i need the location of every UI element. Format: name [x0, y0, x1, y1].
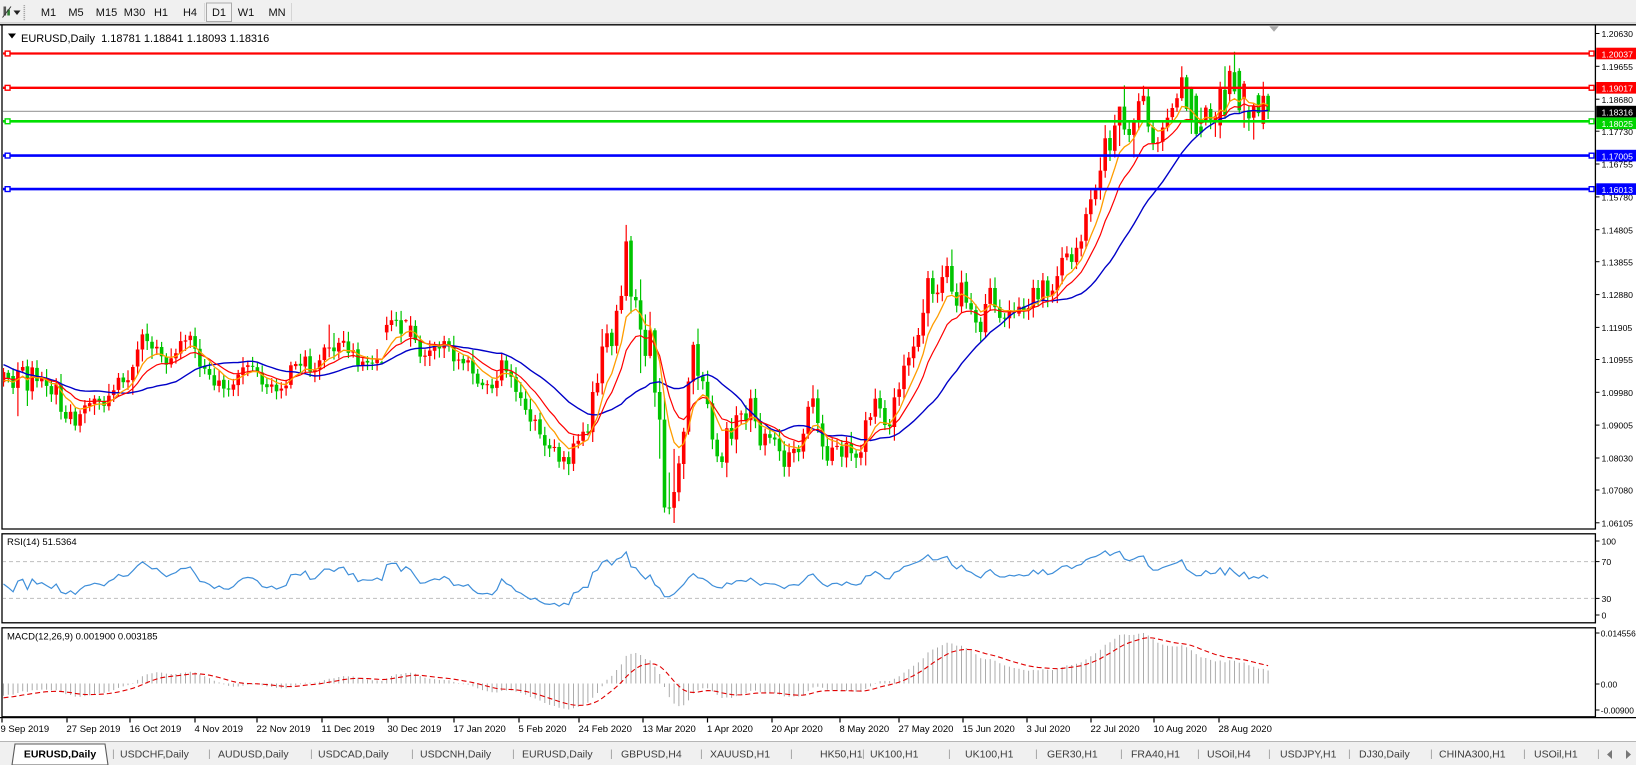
svg-text:27 May 2020: 27 May 2020	[899, 724, 954, 735]
svg-text:|: |	[790, 748, 793, 760]
svg-text:|: |	[1197, 748, 1200, 760]
svg-text:1.13855: 1.13855	[1602, 257, 1634, 267]
svg-text:CHINA300,H1: CHINA300,H1	[1439, 749, 1506, 761]
svg-text:0: 0	[1602, 611, 1607, 621]
svg-text:16 Oct 2019: 16 Oct 2019	[130, 724, 182, 735]
svg-text:1 Apr 2020: 1 Apr 2020	[707, 724, 753, 735]
svg-text:|: |	[411, 748, 414, 760]
svg-text:H1: H1	[154, 7, 168, 19]
svg-text:HK50,H1: HK50,H1	[820, 749, 863, 761]
svg-text:1.06105: 1.06105	[1602, 518, 1634, 528]
svg-text:UK100,H1: UK100,H1	[870, 749, 919, 761]
svg-text:8 May 2020: 8 May 2020	[840, 724, 890, 735]
svg-text:UK100,H1: UK100,H1	[965, 749, 1014, 761]
svg-text:GER30,H1: GER30,H1	[1047, 749, 1098, 761]
svg-text:USDCHF,Daily: USDCHF,Daily	[120, 749, 190, 761]
svg-text:1.10955: 1.10955	[1602, 355, 1634, 365]
svg-text:USOil,H1: USOil,H1	[1534, 749, 1578, 761]
svg-text:|: |	[700, 748, 703, 760]
svg-text:1.20037: 1.20037	[1602, 49, 1634, 59]
svg-text:USOil,H4: USOil,H4	[1207, 749, 1251, 761]
svg-text:|: |	[208, 748, 211, 760]
svg-text:4 Nov 2019: 4 Nov 2019	[195, 724, 244, 735]
svg-text:|: |	[610, 748, 613, 760]
svg-text:|: |	[310, 748, 313, 760]
svg-text:DJ30,Daily: DJ30,Daily	[1359, 749, 1411, 761]
svg-text:|: |	[1268, 748, 1271, 760]
svg-text:M1: M1	[41, 7, 56, 19]
svg-text:EURUSD,Daily: EURUSD,Daily	[24, 749, 97, 761]
svg-text:30: 30	[1602, 594, 1612, 604]
svg-text:FRA40,H1: FRA40,H1	[1131, 749, 1180, 761]
svg-text:1.18316: 1.18316	[1602, 108, 1634, 118]
svg-text:D1: D1	[212, 7, 226, 19]
svg-text:XAUUSD,H1: XAUUSD,H1	[710, 749, 770, 761]
svg-text:EURUSD,Daily: EURUSD,Daily	[522, 749, 593, 761]
svg-text:28 Aug 2020: 28 Aug 2020	[1219, 724, 1272, 735]
svg-text:|: |	[112, 748, 115, 760]
svg-text:EURUSD,Daily 1.18781 1.18841: EURUSD,Daily 1.18781 1.18841 1.18093 1.1…	[21, 33, 269, 45]
svg-text:1.15780: 1.15780	[1602, 193, 1634, 203]
svg-text:15 Jun 2020: 15 Jun 2020	[963, 724, 1015, 735]
svg-text:1.16013: 1.16013	[1602, 185, 1634, 195]
svg-text:H4: H4	[183, 7, 197, 19]
svg-text:1.09980: 1.09980	[1602, 388, 1634, 398]
svg-text:|: |	[1035, 748, 1038, 760]
svg-text:MACD(12,26,9) 0.001900 0.00318: MACD(12,26,9) 0.001900 0.003185	[7, 632, 158, 643]
svg-text:3 Jul 2020: 3 Jul 2020	[1027, 724, 1071, 735]
svg-text:|: |	[862, 748, 865, 760]
svg-text:11 Dec 2019: 11 Dec 2019	[322, 724, 375, 735]
svg-text:17 Jan 2020: 17 Jan 2020	[454, 724, 506, 735]
svg-text:MN: MN	[268, 7, 285, 19]
svg-text:USDCNH,Daily: USDCNH,Daily	[420, 749, 492, 761]
svg-text:13 Mar 2020: 13 Mar 2020	[643, 724, 696, 735]
svg-text:1.19655: 1.19655	[1602, 62, 1634, 72]
svg-text:70: 70	[1602, 557, 1612, 567]
svg-text:1.17730: 1.17730	[1602, 127, 1634, 137]
svg-text:AUDUSD,Daily: AUDUSD,Daily	[218, 749, 289, 761]
svg-text:M30: M30	[124, 7, 145, 19]
svg-text:1.18680: 1.18680	[1602, 95, 1634, 105]
svg-text:RSI(14) 51.5364: RSI(14) 51.5364	[7, 537, 77, 548]
svg-text:M5: M5	[68, 7, 83, 19]
svg-text:|: |	[1348, 748, 1351, 760]
svg-text:20 Apr 2020: 20 Apr 2020	[772, 724, 823, 735]
svg-text:1.16755: 1.16755	[1602, 160, 1634, 170]
svg-text:1.12880: 1.12880	[1602, 290, 1634, 300]
svg-text:22 Jul 2020: 22 Jul 2020	[1091, 724, 1140, 735]
svg-text:1.14805: 1.14805	[1602, 225, 1634, 235]
svg-text:|: |	[1597, 748, 1600, 760]
svg-text:24 Feb 2020: 24 Feb 2020	[579, 724, 632, 735]
svg-text:30 Dec 2019: 30 Dec 2019	[388, 724, 442, 735]
svg-text:1.19017: 1.19017	[1602, 84, 1634, 94]
svg-text:USDJPY,H1: USDJPY,H1	[1280, 749, 1337, 761]
svg-text:|: |	[1523, 748, 1526, 760]
svg-text:USDCAD,Daily: USDCAD,Daily	[318, 749, 389, 761]
svg-text:22 Nov 2019: 22 Nov 2019	[257, 724, 311, 735]
svg-text:0.014556: 0.014556	[1601, 629, 1636, 639]
svg-text:M15: M15	[96, 7, 117, 19]
svg-text:0.00: 0.00	[1601, 680, 1618, 690]
svg-text:|: |	[948, 748, 951, 760]
svg-text:1.17005: 1.17005	[1602, 152, 1634, 162]
svg-text:1.08030: 1.08030	[1602, 454, 1634, 464]
svg-text:1.11905: 1.11905	[1602, 323, 1633, 333]
svg-text:1.09005: 1.09005	[1602, 421, 1634, 431]
svg-text:5 Feb 2020: 5 Feb 2020	[519, 724, 567, 735]
svg-text:GBPUSD,H4: GBPUSD,H4	[621, 749, 682, 761]
svg-text:10 Aug 2020: 10 Aug 2020	[1154, 724, 1207, 735]
svg-text:27 Sep 2019: 27 Sep 2019	[67, 724, 121, 735]
svg-text:1.07080: 1.07080	[1602, 486, 1634, 496]
svg-text:|: |	[1430, 748, 1433, 760]
svg-text:|: |	[512, 748, 515, 760]
svg-text:1.20630: 1.20630	[1602, 29, 1634, 39]
svg-text:9 Sep 2019: 9 Sep 2019	[1, 724, 50, 735]
svg-text:-0.00900: -0.00900	[1601, 706, 1634, 716]
svg-text:100: 100	[1602, 537, 1617, 547]
svg-text:W1: W1	[238, 7, 255, 19]
svg-text:|: |	[1120, 748, 1123, 760]
svg-text:1.18025: 1.18025	[1602, 119, 1634, 129]
